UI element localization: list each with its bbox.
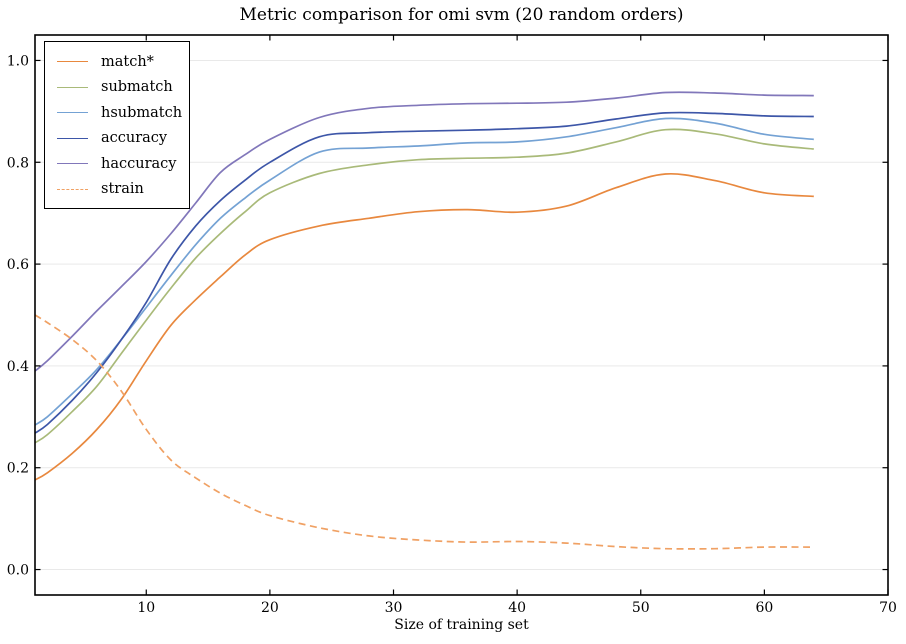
series-line-strain [34, 314, 814, 550]
legend-label: strain [101, 181, 144, 198]
legend-swatch-solid-line [57, 163, 88, 165]
y-tick-label: 0.8 [7, 155, 29, 171]
legend-swatch-solid-line [57, 137, 88, 139]
series-line-accuracy [34, 111, 814, 434]
series-line-hsubmatch [34, 117, 814, 426]
legend-label: haccuracy [101, 155, 177, 172]
x-tick-label: 30 [385, 600, 403, 616]
legend-label: match* [101, 53, 154, 70]
chart-title: Metric comparison for omi svm (20 random… [239, 5, 684, 25]
plot-border [34, 34, 889, 596]
legend-item-haccuracy: haccuracy [57, 151, 179, 177]
x-tick-label: 40 [508, 600, 526, 616]
legend-swatch-solid-line [57, 112, 88, 114]
legend-item-match: match* [57, 49, 179, 75]
legend-label: accuracy [101, 130, 168, 147]
x-axis-label: Size of training set [394, 617, 529, 633]
x-tick-label: 70 [879, 600, 897, 616]
legend-swatch-solid-line [57, 86, 88, 88]
legend-item-submatch: submatch [57, 75, 179, 101]
y-tick-label: 0.4 [7, 359, 29, 375]
x-tick-label: 60 [755, 600, 773, 616]
y-tick-label: 0.6 [7, 257, 29, 273]
legend-label: submatch [101, 79, 173, 96]
series-line-haccuracy [34, 91, 814, 372]
legend-item-strain: strain [57, 177, 179, 203]
legend-swatch-solid-line [57, 61, 88, 63]
legend-swatch-dashed-line [57, 188, 88, 190]
series-line-submatch [34, 128, 814, 444]
y-tick-label: 0.0 [7, 563, 29, 579]
legend-item-accuracy: accuracy [57, 126, 179, 152]
x-tick-label: 20 [261, 600, 279, 616]
y-tick-label: 1.0 [7, 53, 29, 69]
legend-label: hsubmatch [101, 104, 183, 121]
x-tick-label: 50 [632, 600, 650, 616]
legend: match* submatch hsubmatch accuracy haccuracy… [44, 41, 190, 209]
legend-item-hsubmatch: hsubmatch [57, 100, 183, 126]
series-line-match [34, 172, 814, 481]
y-tick-label: 0.2 [7, 461, 29, 477]
x-tick-label: 10 [137, 600, 155, 616]
